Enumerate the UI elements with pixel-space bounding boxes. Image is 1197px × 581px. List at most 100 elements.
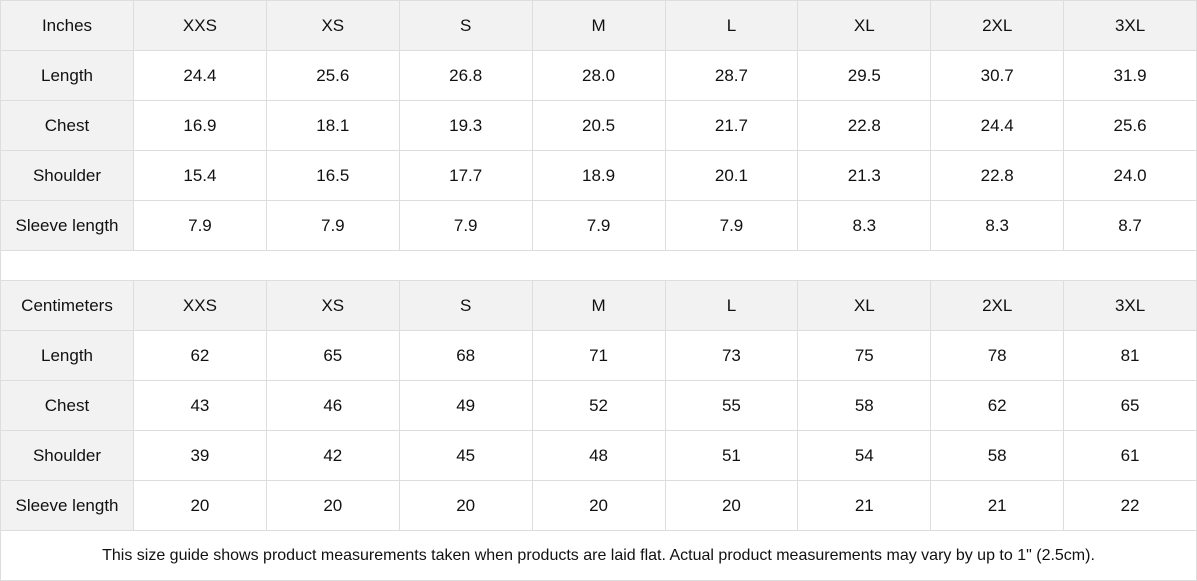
measurement-cell: 31.9 xyxy=(1063,50,1197,101)
size-header: L xyxy=(664,280,799,331)
size-header: M xyxy=(531,280,666,331)
measurement-cell: 20 xyxy=(398,480,533,531)
measurement-cell: 15.4 xyxy=(133,150,267,201)
measurement-cell: 20 xyxy=(531,480,666,531)
size-header: XXS xyxy=(133,0,267,51)
size-header: 2XL xyxy=(930,280,1065,331)
table-row: Shoulder 15.4 16.5 17.7 18.9 20.1 21.3 22.8 24.0 xyxy=(0,150,1197,201)
measurement-cell: 8.7 xyxy=(1063,200,1197,251)
measurement-cell: 16.9 xyxy=(133,100,267,151)
size-header: S xyxy=(398,280,533,331)
measurement-cell: 62 xyxy=(930,380,1065,431)
measurement-cell: 7.9 xyxy=(265,200,400,251)
measurement-cell: 21.3 xyxy=(797,150,932,201)
row-label: Length xyxy=(0,50,134,101)
measurement-cell: 29.5 xyxy=(797,50,932,101)
measurement-cell: 20 xyxy=(133,480,267,531)
measurement-cell: 18.9 xyxy=(531,150,666,201)
row-label: Chest xyxy=(0,380,134,431)
measurement-cell: 8.3 xyxy=(930,200,1065,251)
measurement-cell: 55 xyxy=(664,380,799,431)
header-row: Centimeters XXS XS S M L XL 2XL 3XL xyxy=(0,280,1197,331)
measurement-cell: 22.8 xyxy=(930,150,1065,201)
measurement-cell: 24.4 xyxy=(930,100,1065,151)
measurement-cell: 19.3 xyxy=(398,100,533,151)
size-header: S xyxy=(398,0,533,51)
measurement-cell: 78 xyxy=(930,330,1065,381)
size-header: 2XL xyxy=(930,0,1065,51)
measurement-cell: 22.8 xyxy=(797,100,932,151)
measurement-cell: 7.9 xyxy=(398,200,533,251)
table-row: Length 24.4 25.6 26.8 28.0 28.7 29.5 30.7 31.9 xyxy=(0,50,1197,101)
spacer-cell xyxy=(0,250,1197,281)
measurement-cell: 28.7 xyxy=(664,50,799,101)
measurement-cell: 52 xyxy=(531,380,666,431)
measurement-cell: 43 xyxy=(133,380,267,431)
size-header: 3XL xyxy=(1063,0,1197,51)
table-row: Length 62 65 68 71 73 75 78 81 xyxy=(0,330,1197,381)
size-header: XS xyxy=(265,0,400,51)
measurement-cell: 73 xyxy=(664,330,799,381)
measurement-cell: 20 xyxy=(265,480,400,531)
measurement-cell: 25.6 xyxy=(1063,100,1197,151)
size-header: XXS xyxy=(133,280,267,331)
measurement-cell: 25.6 xyxy=(265,50,400,101)
measurement-cell: 58 xyxy=(797,380,932,431)
row-label: Length xyxy=(0,330,134,381)
measurement-cell: 7.9 xyxy=(531,200,666,251)
measurement-cell: 45 xyxy=(398,430,533,481)
size-header: XS xyxy=(265,280,400,331)
measurement-cell: 24.0 xyxy=(1063,150,1197,201)
size-header: M xyxy=(531,0,666,51)
table-row: Sleeve length 20 20 20 20 20 21 21 22 xyxy=(0,480,1197,531)
row-label: Sleeve length xyxy=(0,480,134,531)
measurement-cell: 42 xyxy=(265,430,400,481)
size-header: 3XL xyxy=(1063,280,1197,331)
measurement-cell: 20.1 xyxy=(664,150,799,201)
size-header: XL xyxy=(797,0,932,51)
measurement-cell: 61 xyxy=(1063,430,1197,481)
measurement-cell: 68 xyxy=(398,330,533,381)
measurement-cell: 18.1 xyxy=(265,100,400,151)
measurement-cell: 48 xyxy=(531,430,666,481)
measurement-cell: 16.5 xyxy=(265,150,400,201)
measurement-cell: 20 xyxy=(664,480,799,531)
measurement-cell: 54 xyxy=(797,430,932,481)
measurement-cell: 21 xyxy=(930,480,1065,531)
table-row: Chest 43 46 49 52 55 58 62 65 xyxy=(0,380,1197,431)
header-row: Inches XXS XS S M L XL 2XL 3XL xyxy=(0,0,1197,51)
measurement-cell: 39 xyxy=(133,430,267,481)
row-label: Shoulder xyxy=(0,150,134,201)
measurement-cell: 24.4 xyxy=(133,50,267,101)
measurement-cell: 26.8 xyxy=(398,50,533,101)
row-label: Sleeve length xyxy=(0,200,134,251)
spacer-row xyxy=(0,250,1197,281)
measurement-cell: 62 xyxy=(133,330,267,381)
unit-header: Centimeters xyxy=(0,280,134,331)
measurement-cell: 21.7 xyxy=(664,100,799,151)
measurement-cell: 46 xyxy=(265,380,400,431)
row-label: Chest xyxy=(0,100,134,151)
measurement-cell: 7.9 xyxy=(664,200,799,251)
measurement-cell: 81 xyxy=(1063,330,1197,381)
measurement-cell: 65 xyxy=(1063,380,1197,431)
measurement-cell: 30.7 xyxy=(930,50,1065,101)
row-label: Shoulder xyxy=(0,430,134,481)
size-guide-note: This size guide shows product measuremen… xyxy=(0,530,1197,581)
measurement-cell: 17.7 xyxy=(398,150,533,201)
measurement-cell: 75 xyxy=(797,330,932,381)
measurement-cell: 58 xyxy=(930,430,1065,481)
table-row: Chest 16.9 18.1 19.3 20.5 21.7 22.8 24.4 25.6 xyxy=(0,100,1197,151)
measurement-cell: 49 xyxy=(398,380,533,431)
measurement-cell: 21 xyxy=(797,480,932,531)
measurement-cell: 8.3 xyxy=(797,200,932,251)
measurement-cell: 51 xyxy=(664,430,799,481)
table-row: Sleeve length 7.9 7.9 7.9 7.9 7.9 8.3 8.3 8.7 xyxy=(0,200,1197,251)
measurement-cell: 28.0 xyxy=(531,50,666,101)
table-row: Shoulder 39 42 45 48 51 54 58 61 xyxy=(0,430,1197,481)
measurement-cell: 22 xyxy=(1063,480,1197,531)
note-row: This size guide shows product measuremen… xyxy=(0,530,1197,581)
measurement-cell: 20.5 xyxy=(531,100,666,151)
size-header: L xyxy=(664,0,799,51)
